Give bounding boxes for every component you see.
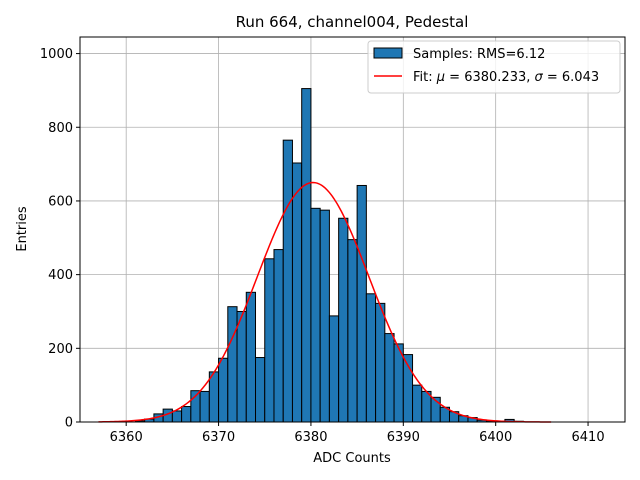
histogram-bar (384, 333, 395, 423)
histogram-bar (171, 410, 183, 423)
y-tick-label: 200 (48, 342, 73, 357)
x-tick-label: 6370 (202, 430, 235, 445)
y-axis-ticks: 0 200 400 600 800 1000 (40, 47, 80, 431)
legend-box (367, 40, 621, 94)
legend-fit-mu-symbol: μ (436, 70, 445, 85)
histogram-bar (375, 302, 386, 423)
histogram-bars (134, 88, 524, 423)
histogram-bar (245, 291, 257, 423)
histogram-bar (236, 310, 247, 423)
legend-histogram-label: Samples: RMS=6.12 (413, 47, 545, 62)
x-tick-label: 6410 (572, 430, 605, 445)
histogram-bar (338, 217, 349, 423)
x-axis-title: ADC Counts (313, 451, 391, 466)
x-axis-ticks: 6360 6370 6380 6390 6400 6410 (110, 422, 605, 445)
histogram-bar (255, 357, 266, 423)
y-axis-title: Entries (15, 206, 30, 252)
histogram-bar (264, 258, 275, 423)
y-tick-label: 400 (48, 268, 73, 283)
y-tick-label: 600 (48, 194, 73, 209)
histogram-bar (273, 249, 284, 423)
histogram-bar (282, 139, 293, 423)
x-tick-label: 6380 (294, 430, 327, 445)
legend-fit-label: Fit: μ = 6380.233, σ = 6.043 (413, 70, 599, 85)
legend-fit-sigma-symbol: σ (535, 70, 544, 85)
histogram-bar (310, 207, 321, 423)
histogram-bar (291, 162, 303, 423)
x-tick-label: 6400 (479, 430, 512, 445)
plot-frame (79, 36, 626, 423)
legend-fit-sigma-value: = 6.043 (543, 70, 599, 85)
histogram-bar (421, 390, 432, 423)
histogram-bar (181, 406, 192, 423)
legend-fit-mu-value: = 6380.233, (445, 70, 534, 85)
histogram-bar (412, 384, 423, 423)
histogram-bar (328, 315, 340, 423)
histogram-bar (301, 88, 312, 423)
histogram-bar (365, 293, 377, 423)
histogram-bar (227, 306, 238, 423)
legend: Samples: RMS=6.12 Fit: μ = 6380.233, σ =… (367, 40, 621, 94)
histogram-bar (356, 184, 367, 423)
x-tick-label: 6390 (387, 430, 420, 445)
histogram-bar (347, 239, 358, 423)
fit-curve (98, 181, 552, 423)
y-tick-label: 0 (65, 416, 73, 431)
histogram-bar (208, 371, 220, 423)
histogram-bar (319, 209, 330, 423)
histogram-bar (218, 357, 229, 423)
y-tick-label: 1000 (40, 47, 73, 62)
legend-histogram-swatch (373, 47, 403, 59)
legend-fit-prefix: Fit: (413, 70, 437, 85)
chart-title: Run 664, channel004, Pedestal (236, 13, 469, 31)
fit-curve-layer (98, 181, 552, 423)
x-tick-label: 6360 (110, 430, 143, 445)
y-tick-label: 800 (48, 121, 73, 136)
histogram-bar (199, 390, 210, 423)
